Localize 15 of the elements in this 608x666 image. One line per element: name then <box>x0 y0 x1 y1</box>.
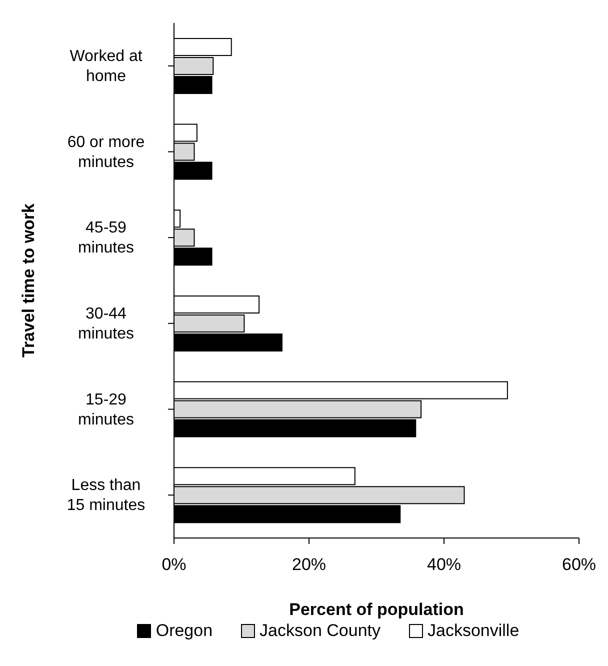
x-tick-label: 60% <box>562 555 596 574</box>
y-tick-label: 30-44 minutes <box>78 304 134 342</box>
y-tick-label: 15-29 minutes <box>78 390 134 428</box>
x-axis-title: Percent of population <box>289 600 464 619</box>
y-tick-label: Less than 15 minutes <box>66 476 146 514</box>
x-tick-label: 0% <box>162 555 186 574</box>
legend-label: Oregon <box>156 621 213 641</box>
y-tick-label: 45-59 minutes <box>78 219 134 256</box>
x-tick-label: 20% <box>292 555 326 574</box>
x-tick-label: 40% <box>426 555 462 574</box>
y-tick-label: 60 or more minutes <box>67 133 145 170</box>
y-axis-title: Travel time to work <box>19 202 38 358</box>
legend-label: Jacksonville <box>428 621 520 641</box>
legend-label: Jackson County <box>260 621 380 641</box>
y-tick-label: Worked at home <box>70 47 143 84</box>
